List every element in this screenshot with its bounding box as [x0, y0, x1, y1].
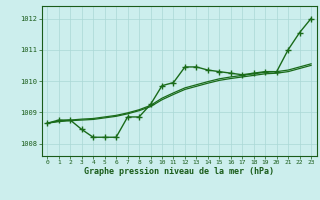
- X-axis label: Graphe pression niveau de la mer (hPa): Graphe pression niveau de la mer (hPa): [84, 167, 274, 176]
